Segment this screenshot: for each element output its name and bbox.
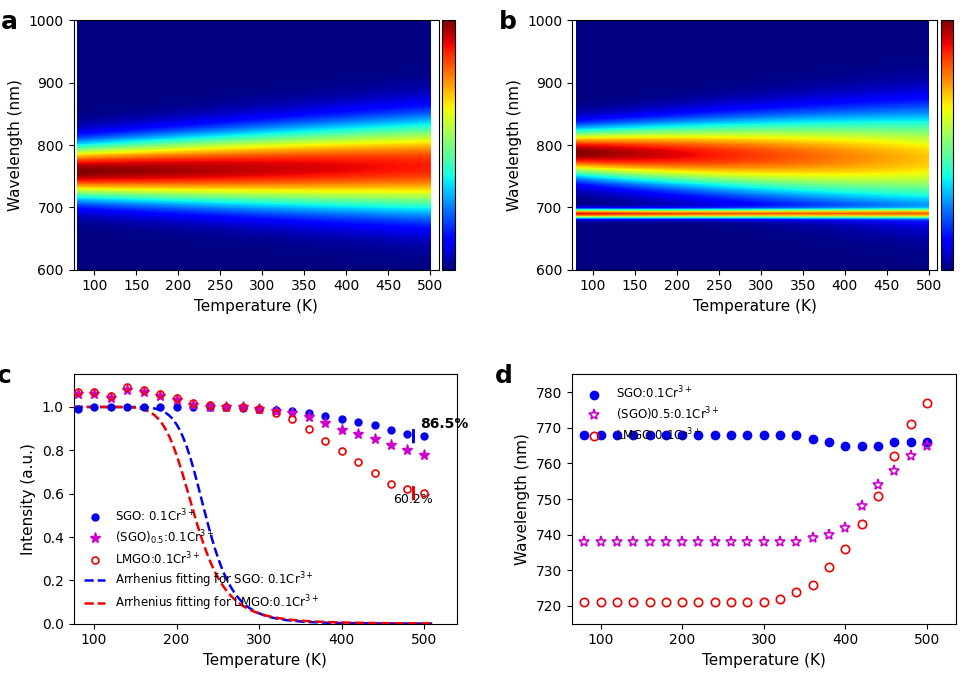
Y-axis label: Wavelength (nm): Wavelength (nm) xyxy=(515,433,530,565)
Text: c: c xyxy=(0,365,12,388)
Y-axis label: Wavelength (nm): Wavelength (nm) xyxy=(8,79,24,211)
Text: d: d xyxy=(495,365,514,388)
Y-axis label: Intensity (a.u.): Intensity (a.u.) xyxy=(22,443,36,555)
Legend: SGO:0.1Cr$^{3+}$, (SGO)0.5:0.1Cr$^{3+}$, LMGO:0.1Cr$^{3+}$: SGO:0.1Cr$^{3+}$, (SGO)0.5:0.1Cr$^{3+}$,… xyxy=(578,380,724,447)
X-axis label: Temperature (K): Temperature (K) xyxy=(203,653,327,668)
X-axis label: Temperature (K): Temperature (K) xyxy=(702,653,826,668)
Text: a: a xyxy=(0,10,18,35)
X-axis label: Temperature (K): Temperature (K) xyxy=(194,299,318,314)
X-axis label: Temperature (K): Temperature (K) xyxy=(693,299,816,314)
Text: b: b xyxy=(499,10,516,35)
Text: 60.2%: 60.2% xyxy=(394,494,433,506)
Y-axis label: Wavelength (nm): Wavelength (nm) xyxy=(507,79,521,211)
Text: 86.5%: 86.5% xyxy=(419,416,468,431)
Legend: SGO: 0.1Cr$^{3+}$, (SGO)$_{0.5}$:0.1Cr$^{3+}$, LMGO:0.1Cr$^{3+}$, Arrhenius fitt: SGO: 0.1Cr$^{3+}$, (SGO)$_{0.5}$:0.1Cr$^… xyxy=(79,503,324,618)
